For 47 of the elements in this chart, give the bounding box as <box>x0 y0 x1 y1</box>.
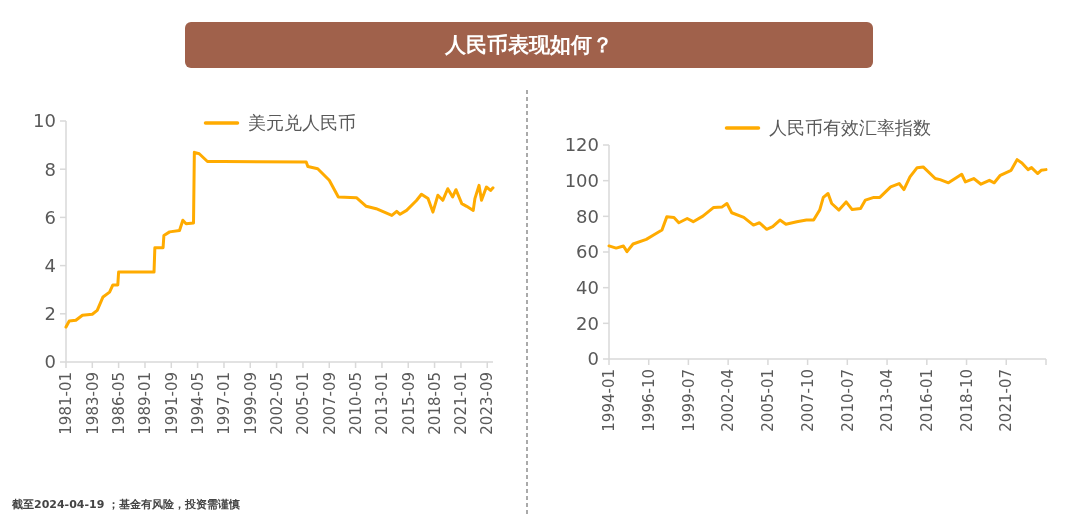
x-tick-label: 1991-09 <box>162 372 181 435</box>
x-tick-label: 1997-01 <box>215 372 234 435</box>
legend-label: 人民币有效汇率指数 <box>768 117 931 139</box>
y-tick-label: 0 <box>587 348 599 370</box>
y-tick-label: 120 <box>564 134 599 156</box>
x-tick-label: 2015-09 <box>399 372 418 435</box>
x-tick-label: 2010-07 <box>838 369 857 432</box>
x-tick-label: 2010-05 <box>346 372 365 435</box>
x-tick-label: 2021-07 <box>997 369 1016 432</box>
x-tick-label: 2016-01 <box>918 369 937 432</box>
text: 人民币表现如何？ <box>444 33 613 57</box>
x-tick-label: 2005-01 <box>294 372 313 435</box>
x-tick-label: 1986-05 <box>109 372 128 435</box>
x-tick-label: 1999-07 <box>679 369 698 432</box>
y-tick-label: 6 <box>44 206 56 228</box>
line-series <box>607 158 1048 254</box>
x-tick-label: 1999-09 <box>241 372 260 435</box>
x-tick-label: 2021-01 <box>452 372 471 435</box>
legend-label: 美元兑人民币 <box>247 112 356 134</box>
x-tick-label: 1996-10 <box>639 369 658 432</box>
y-tick-label: 80 <box>576 205 599 227</box>
x-tick-label: 2023-09 <box>478 372 497 435</box>
x-tick-label: 2007-09 <box>320 372 339 435</box>
x-tick-label: 2002-05 <box>267 372 286 435</box>
y-tick-label: 20 <box>576 312 599 334</box>
y-tick-label: 4 <box>44 254 56 276</box>
x-tick-label: 2005-01 <box>759 369 778 432</box>
y-tick-label: 10 <box>33 110 56 132</box>
x-tick-label: 1989-01 <box>136 372 155 435</box>
x-tick-label: 1983-09 <box>83 372 102 435</box>
x-tick-label: 1981-01 <box>57 372 76 435</box>
x-tick-label: 2002-04 <box>719 369 738 432</box>
y-tick-label: 60 <box>576 241 599 263</box>
y-tick-label: 2 <box>44 303 56 325</box>
y-tick-label: 8 <box>44 158 56 180</box>
x-tick-label: 1994-05 <box>188 372 207 435</box>
y-tick-label: 0 <box>44 351 56 373</box>
x-tick-label: 1994-01 <box>600 369 619 432</box>
text: 截至2024-04-19 ；基金有风险，投资需谨慎 <box>11 498 241 511</box>
line-series <box>64 150 495 329</box>
x-tick-label: 2007-10 <box>798 369 817 432</box>
x-tick-label: 2018-05 <box>425 372 444 435</box>
x-tick-label: 2013-04 <box>878 369 897 432</box>
x-tick-label: 2013-01 <box>373 372 392 435</box>
x-tick-label: 2018-10 <box>957 369 976 432</box>
y-tick-label: 40 <box>576 276 599 298</box>
y-tick-label: 100 <box>564 169 599 191</box>
